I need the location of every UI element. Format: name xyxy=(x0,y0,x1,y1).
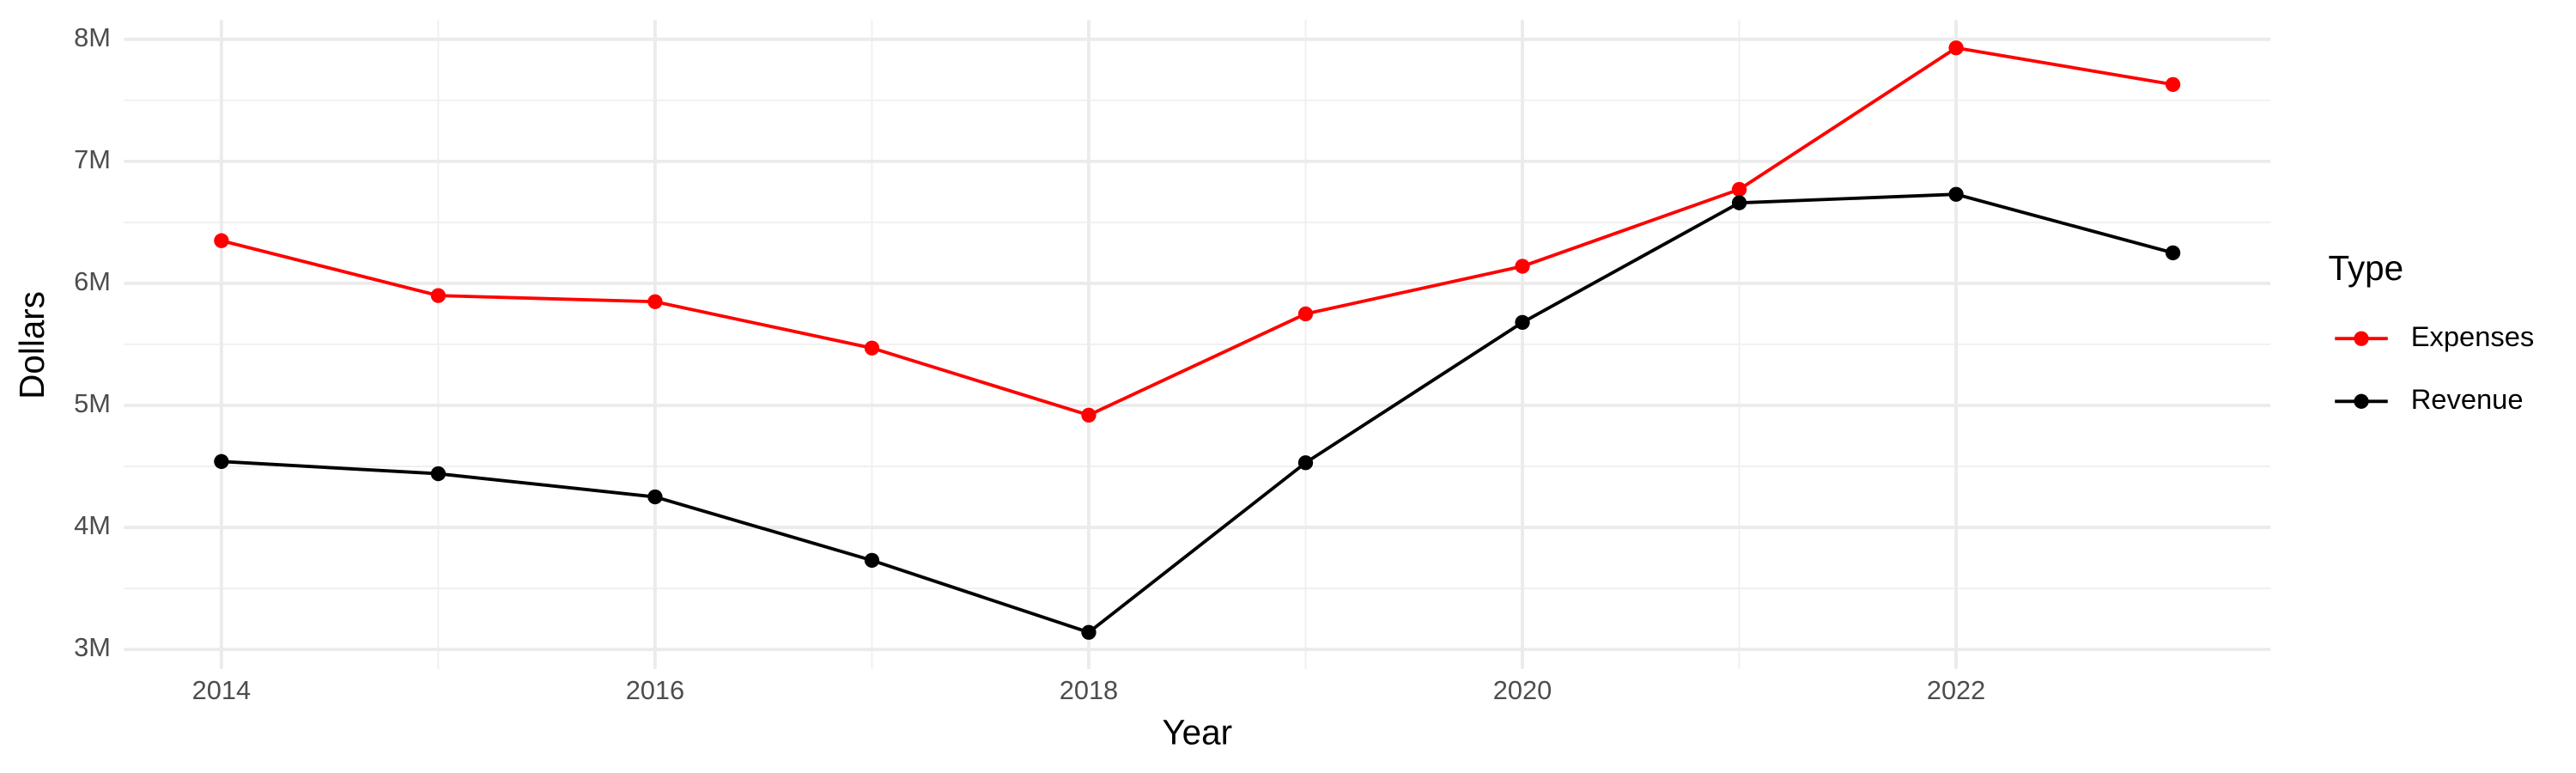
data-point xyxy=(1515,314,1530,331)
data-point xyxy=(1515,259,1530,274)
data-point xyxy=(1731,181,1747,198)
data-point xyxy=(2165,76,2181,93)
x-axis-title: Year xyxy=(1162,712,1232,752)
data-point xyxy=(1948,186,1964,202)
data-point xyxy=(1081,407,1097,423)
x-tick-label: 2016 xyxy=(626,675,684,705)
legend-label: Revenue xyxy=(2411,383,2524,415)
data-point xyxy=(214,453,229,469)
data-point xyxy=(647,294,663,309)
data-point xyxy=(430,288,447,303)
legend-key-point xyxy=(2354,393,2369,409)
grid xyxy=(124,20,2271,669)
data-point xyxy=(2165,245,2181,261)
legend-key-point xyxy=(2354,331,2369,346)
data-point xyxy=(1948,40,1964,56)
x-tick-label: 2014 xyxy=(192,675,251,705)
legend-label: Expenses xyxy=(2411,320,2535,352)
y-axis-title: Dollars xyxy=(12,291,52,399)
data-point xyxy=(1297,306,1314,322)
data-point xyxy=(864,340,880,356)
legend-title: Type xyxy=(2329,248,2404,288)
y-tick-label: 7M xyxy=(74,144,111,174)
y-tick-label: 3M xyxy=(74,632,111,662)
y-tick-label: 8M xyxy=(74,22,111,52)
data-point xyxy=(214,233,229,248)
x-tick-label: 2020 xyxy=(1493,675,1552,705)
series-line xyxy=(221,192,2174,635)
series-line xyxy=(221,46,2173,417)
data-point xyxy=(1081,624,1097,640)
x-tick-label: 2022 xyxy=(1927,675,1985,705)
x-tick-label: 2018 xyxy=(1060,675,1118,705)
data-point xyxy=(1297,455,1314,471)
data-point xyxy=(647,489,663,505)
data-point xyxy=(1731,195,1747,210)
y-tick-label: 4M xyxy=(74,510,111,540)
data-point xyxy=(864,552,880,569)
data-point xyxy=(430,466,447,482)
y-tick-label: 6M xyxy=(74,266,111,296)
y-tick-label: 5M xyxy=(74,388,111,418)
